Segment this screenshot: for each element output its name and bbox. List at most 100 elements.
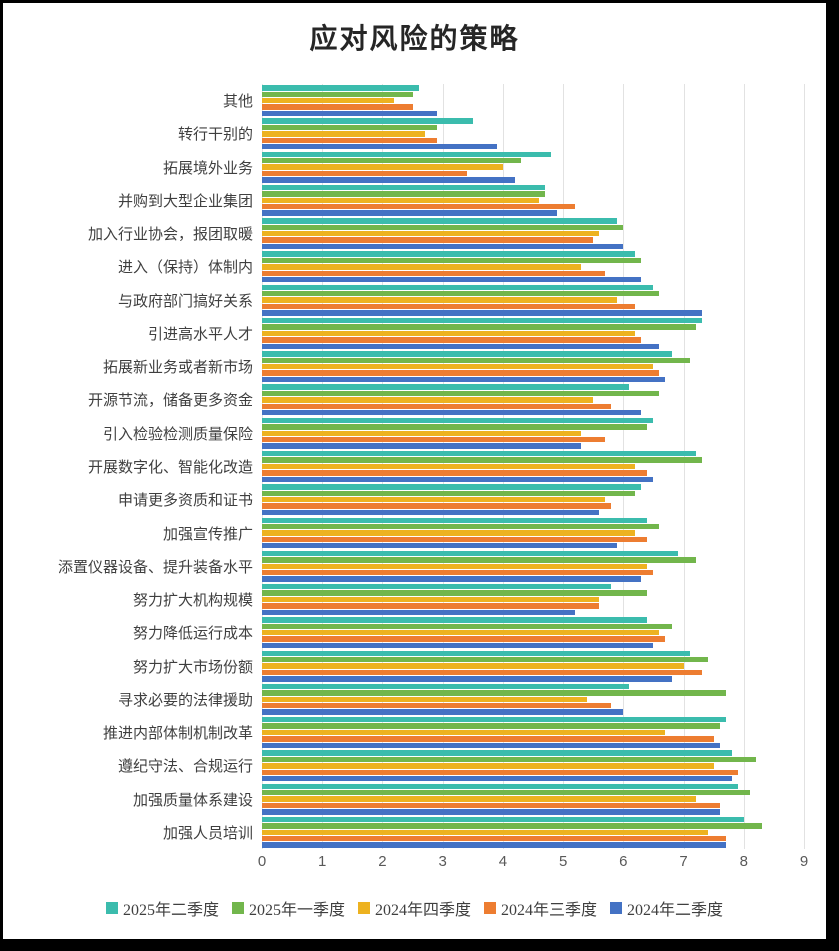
bar: [262, 184, 546, 191]
bar: [262, 257, 642, 264]
category-label: 添置仪器设备、提升装备水平: [57, 559, 253, 576]
x-tick-label: 9: [799, 853, 809, 870]
bar: [262, 297, 618, 303]
bar: [262, 676, 672, 682]
category-label: 开展数字化、智能化改造: [87, 459, 253, 476]
bar-group: [262, 350, 804, 383]
legend-item: 2024年二季度: [610, 896, 723, 920]
bar: [262, 750, 732, 756]
legend-swatch: [357, 902, 370, 914]
bar-group: [262, 117, 804, 150]
bar: [262, 218, 618, 224]
bar: [262, 251, 636, 257]
bar: [262, 143, 497, 150]
bar: [262, 264, 582, 270]
bar: [262, 590, 648, 596]
bar: [262, 337, 642, 343]
category-label: 推进内部体制机制改革: [102, 726, 253, 743]
bar: [262, 343, 660, 349]
category-label: 努力扩大市场份额: [132, 659, 253, 676]
bar: [262, 364, 654, 370]
bar: [262, 576, 642, 582]
bar: [262, 484, 642, 490]
bar: [262, 451, 696, 457]
bar: [262, 790, 750, 796]
bar: [262, 742, 720, 749]
legend-label: 2025年一季度: [248, 902, 345, 919]
bar: [262, 829, 708, 836]
legend: 2025年二季度 2025年一季度 2024年四季度 2024年三季度 2024年二季度: [3, 896, 826, 920]
category-label: 引入检验检测质量保险: [102, 426, 253, 443]
legend-swatch: [231, 902, 244, 914]
bar: [262, 796, 696, 802]
category-label: 努力扩大机构规模: [132, 593, 253, 610]
category-label: 进入（保持）体制内: [117, 260, 253, 277]
bar: [262, 97, 395, 104]
category-label: 引进高水平人才: [147, 326, 253, 343]
bar: [262, 703, 612, 709]
bar-group: [262, 84, 804, 117]
bar: [262, 230, 600, 237]
bar: [262, 503, 612, 509]
bar: [262, 557, 696, 563]
bar: [262, 410, 642, 416]
x-tick-label: 7: [679, 853, 688, 870]
bar: [262, 723, 720, 729]
bar: [262, 642, 654, 649]
bar: [262, 137, 437, 143]
bar-group: [262, 550, 804, 583]
bar: [262, 756, 756, 763]
bar: [262, 729, 666, 736]
legend-swatch: [610, 902, 623, 914]
bar: [262, 669, 702, 676]
bar: [262, 151, 552, 158]
bar: [262, 170, 467, 177]
category-label: 转行干别的: [177, 127, 253, 144]
bar: [262, 118, 473, 124]
legend-swatch: [105, 902, 118, 914]
bar: [262, 802, 720, 809]
category-label: 遵纪守法、合规运行: [117, 759, 253, 776]
bar-group: [262, 616, 804, 649]
bar-group: [262, 151, 804, 184]
bar-group: [262, 516, 804, 549]
bar: [262, 609, 576, 615]
category-label: 并购到大型企业集团: [117, 193, 253, 210]
bar: [262, 303, 636, 310]
bar: [262, 809, 720, 815]
category-label: 加强宣传推广: [162, 526, 253, 543]
bar: [262, 603, 600, 609]
x-tick-label: 3: [438, 853, 447, 870]
bar: [262, 430, 582, 436]
bar-group: [262, 649, 804, 682]
category-label: 寻求必要的法律援助: [117, 692, 253, 709]
category-label: 拓展新业务或者新市场: [102, 360, 253, 377]
bar: [262, 403, 612, 410]
bar: [262, 310, 702, 316]
bar: [262, 823, 762, 829]
bar: [262, 696, 588, 702]
bar: [262, 584, 612, 590]
bar: [262, 509, 600, 516]
bar-group: [262, 749, 804, 782]
bar: [262, 277, 642, 283]
legend-item: 2024年三季度: [484, 896, 597, 920]
bar: [262, 783, 738, 789]
bar: [262, 523, 660, 530]
bar: [262, 424, 648, 430]
category-label: 与政府部门搞好关系: [117, 293, 253, 310]
bar: [262, 324, 696, 330]
category-label: 开源节流，储备更多资金: [87, 393, 253, 410]
bar: [262, 457, 702, 463]
bar: [262, 683, 630, 690]
bar: [262, 237, 594, 243]
bar: [262, 663, 684, 669]
x-tick-label: 2: [378, 853, 387, 870]
x-tick-label: 4: [498, 853, 508, 870]
bar: [262, 243, 624, 250]
bar: [262, 284, 654, 291]
bar-group: [262, 782, 804, 815]
bar: [262, 543, 618, 549]
category-label: 申请更多资质和证书: [117, 493, 253, 510]
